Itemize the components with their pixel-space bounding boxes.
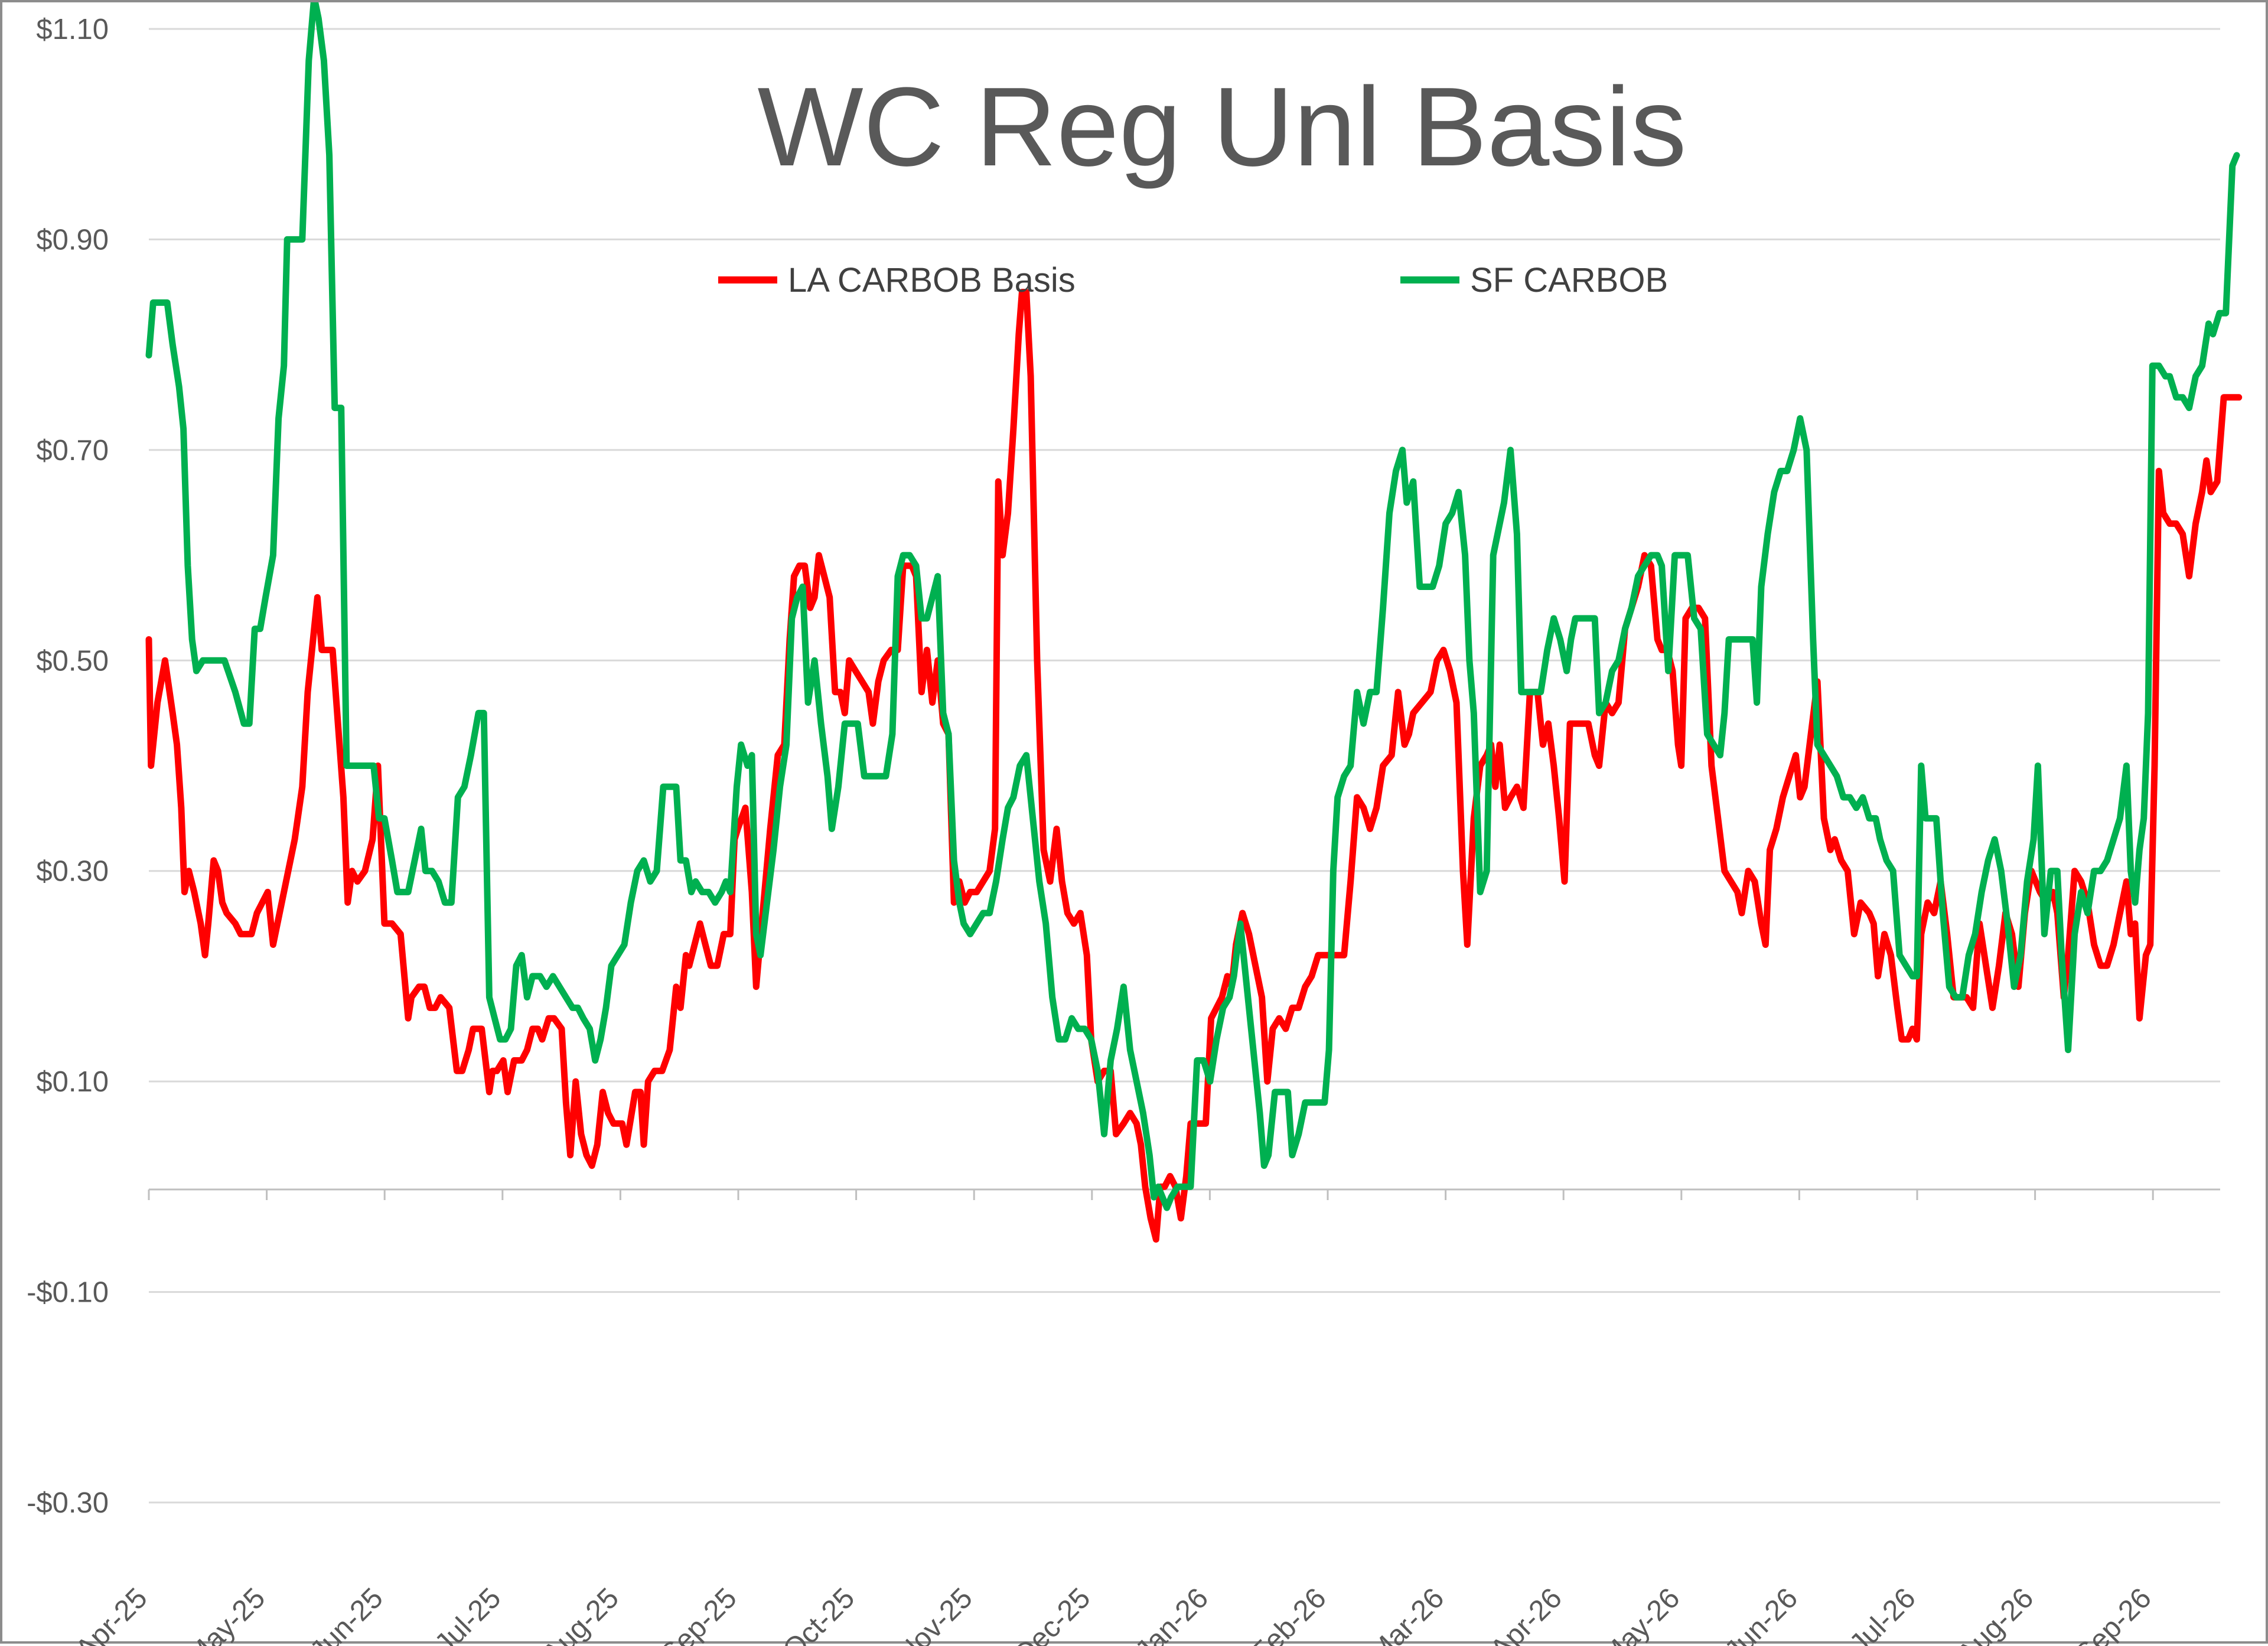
x-tick-label: Jun-25 <box>304 1582 389 1646</box>
y-tick-label: $0.70 <box>36 435 109 467</box>
x-tick-label: Jul-25 <box>429 1582 507 1646</box>
x-tick-label: Aug-26 <box>1951 1582 2039 1646</box>
x-tick-label: Nov-25 <box>890 1582 979 1646</box>
x-tick-label: Sep-25 <box>654 1582 743 1646</box>
x-tick-label: Jan-26 <box>1129 1582 1214 1646</box>
series-line-la-carbob <box>145 289 2243 1243</box>
series-line-sf-carbob <box>145 2 2240 1211</box>
legend-label-la-carbob: LA CARBOB Basis <box>788 261 1076 299</box>
y-tick-label: $0.90 <box>36 224 109 256</box>
x-axis-tick-labels: Apr-25 May-25 Jun-25 Jul-25 Aug-25 Sep-25 Oct-… <box>70 1582 2158 1646</box>
series-lines <box>145 2 2243 1243</box>
chart-title: WC Reg Unl Basis <box>757 64 1686 190</box>
x-tick-label: Jul-26 <box>1843 1582 1922 1646</box>
x-tick-label: Apr-26 <box>1484 1582 1568 1646</box>
x-tick-label: Apr-25 <box>70 1582 154 1646</box>
x-tick-label: May-26 <box>1595 1582 1686 1646</box>
y-axis-tick-labels: $1.10 $0.90 $0.70 $0.50 $0.30 $0.10 -$0.10 -$0.… <box>27 14 109 1519</box>
x-tick-label: Aug-25 <box>536 1582 625 1646</box>
x-tick-label: May-25 <box>181 1582 272 1646</box>
y-tick-label: -$0.10 <box>27 1277 109 1309</box>
x-tick-label: Oct-25 <box>777 1582 861 1646</box>
x-tick-label: Jun-26 <box>1719 1582 1804 1646</box>
y-tick-label: $0.50 <box>36 645 109 677</box>
x-tick-label: Sep-26 <box>2069 1582 2158 1646</box>
legend: LA CARBOB Basis SF CARBOB <box>718 261 1668 299</box>
legend-label-sf-carbob: SF CARBOB <box>1470 261 1668 299</box>
y-tick-label: $0.10 <box>36 1066 109 1098</box>
x-tick-label: Mar-26 <box>1363 1582 1450 1646</box>
x-tick-label: Dec-25 <box>1008 1582 1097 1646</box>
y-tick-label: $0.30 <box>36 856 109 888</box>
gridlines <box>149 28 2220 1504</box>
y-tick-label: -$0.30 <box>27 1487 109 1519</box>
y-tick-label: $1.10 <box>36 14 109 45</box>
x-tick-label: Feb-26 <box>1245 1582 1332 1646</box>
